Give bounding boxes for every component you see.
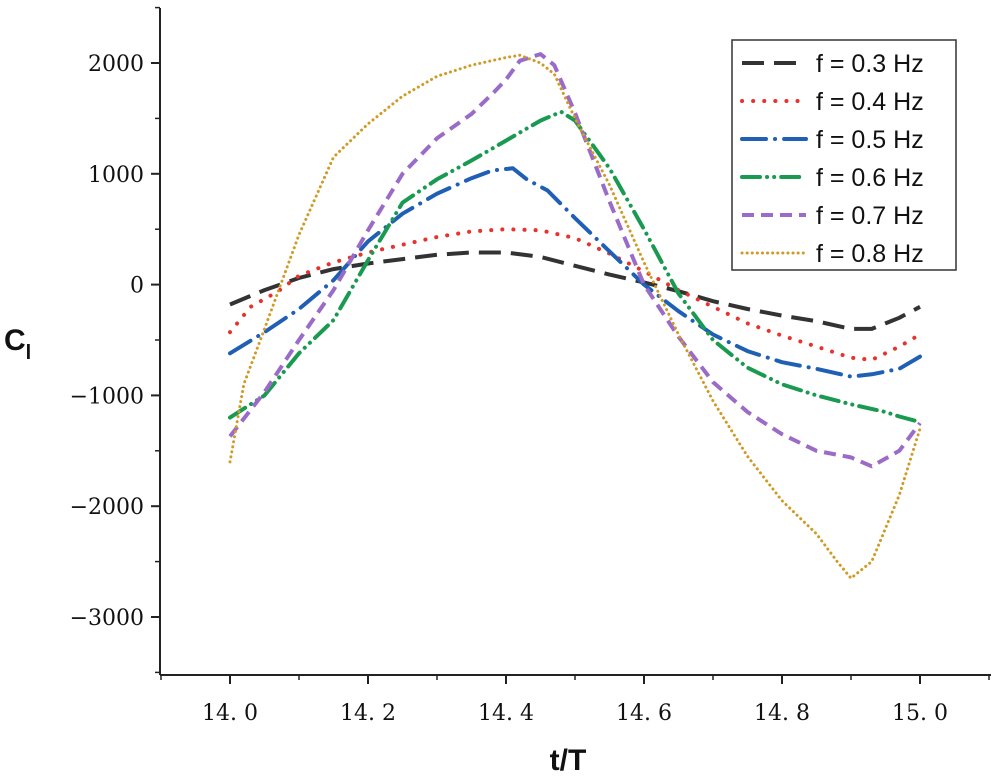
legend-label-2: f = 0.4 Hz [816, 88, 924, 116]
series-line-3 [228, 166, 922, 379]
x-tick-label: 14. 6 [616, 701, 672, 726]
plot-area [228, 52, 922, 580]
legend-label-4: f = 0.6 Hz [816, 164, 924, 192]
y-tick-label: −1000 [70, 384, 144, 409]
legend-label-5: f = 0.7 Hz [816, 202, 924, 230]
y-tick-label: 1000 [88, 163, 144, 188]
series-line-1 [229, 250, 921, 331]
y-axis-title: Cl [4, 324, 31, 364]
x-tick-label: 15. 0 [892, 701, 948, 726]
y-tick-label: −3000 [70, 606, 144, 631]
y-tick-label: 2000 [88, 52, 144, 77]
legend: f = 0.3 Hz f = 0.4 Hz f = 0.5 Hz f = 0.6 Hz… [731, 39, 957, 271]
legend-label-3: f = 0.5 Hz [816, 126, 924, 154]
axes: 2000 1000 0 −1000 −2000 −3000 14. 0 14. 2 14. 4 1… [4, 6, 991, 777]
x-tick-label: 14. 2 [340, 701, 396, 726]
x-tick-label: 14. 0 [202, 701, 258, 726]
x-tick-label: 14. 8 [754, 701, 810, 726]
series-line-6 [228, 53, 922, 580]
y-tick-label: −2000 [70, 495, 144, 520]
series-line-5 [228, 52, 922, 469]
legend-label-1: f = 0.3 Hz [816, 50, 924, 78]
legend-label-6: f = 0.8 Hz [816, 240, 924, 268]
legend-box [731, 39, 957, 271]
x-tick-label: 14. 4 [478, 701, 534, 726]
y-tick-label: 0 [130, 274, 144, 299]
x-axis-title: t/T [550, 744, 587, 777]
